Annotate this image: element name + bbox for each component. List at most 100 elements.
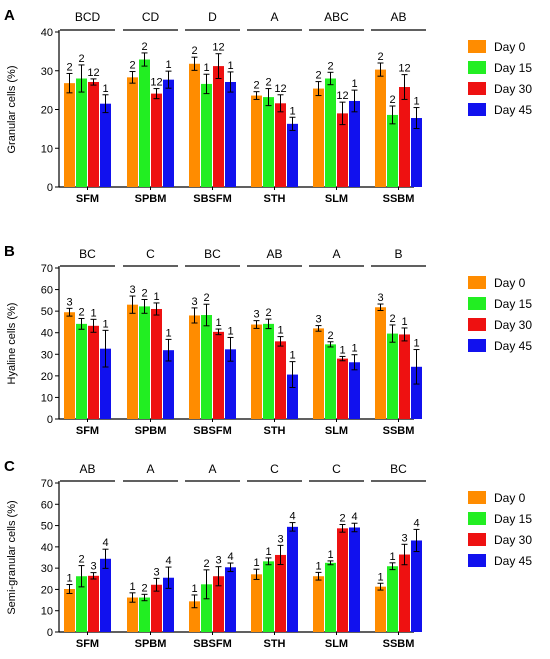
- bar-day-0: [127, 304, 138, 419]
- bar-significance-label: 2: [389, 313, 395, 325]
- bar-day-15: [387, 333, 398, 419]
- legend-label: Day 30: [494, 318, 532, 332]
- bar-day-45: [287, 526, 298, 632]
- legend-swatch: [468, 491, 486, 504]
- group-letter: AB: [79, 462, 95, 476]
- bar-significance-label: 1: [253, 557, 259, 569]
- group-letter: AB: [266, 247, 282, 261]
- bar-day-30: [213, 576, 224, 632]
- bar-significance-label: 3: [153, 566, 159, 578]
- bar-significance-label: 1: [165, 327, 171, 339]
- legend-label: Day 15: [494, 61, 532, 75]
- group-letter: BCD: [75, 10, 101, 24]
- bar-day-45: [349, 527, 360, 632]
- bar-day-45: [225, 567, 236, 632]
- bar-significance-label: 1: [215, 317, 221, 329]
- bar-day-0: [189, 63, 200, 187]
- bar-significance-label: 4: [227, 551, 233, 563]
- bar-day-15: [76, 78, 87, 187]
- bar-significance-label: 2: [129, 60, 135, 72]
- x-tick-label: SSBM: [383, 425, 415, 437]
- legend-label: Day 15: [494, 297, 532, 311]
- bar-day-45: [163, 350, 174, 419]
- bar-significance-label: 3: [215, 555, 221, 567]
- bar-significance-label: 1: [389, 551, 395, 563]
- group-letter: C: [146, 247, 155, 261]
- bar-significance-label: 1: [227, 60, 233, 72]
- bar-day-15: [139, 597, 150, 632]
- bar-day-30: [337, 358, 348, 419]
- bar-day-15: [76, 576, 87, 632]
- bar-day-30: [213, 66, 224, 187]
- legend-swatch: [468, 40, 486, 53]
- bar-significance-label: 1: [191, 583, 197, 595]
- y-axis-label: Hyaline cells (%): [6, 303, 18, 385]
- bar-significance-label: 2: [265, 307, 271, 319]
- bar-day-30: [151, 93, 162, 187]
- legend-label: Day 15: [494, 512, 532, 526]
- bar-day-45: [100, 103, 111, 187]
- bar-significance-label: 1: [351, 78, 357, 90]
- bar-significance-label: 1: [227, 325, 233, 337]
- bar-significance-label: 1: [203, 62, 209, 74]
- bar-day-45: [349, 362, 360, 419]
- group-letter: BC: [390, 462, 407, 476]
- bar-significance-label: 1: [315, 560, 321, 572]
- group-letter: D: [208, 10, 217, 24]
- bar-significance-label: 1: [351, 343, 357, 355]
- bar-day-15: [387, 566, 398, 632]
- x-tick-label: SLM: [325, 638, 348, 650]
- bar-significance-label: 2: [66, 61, 72, 73]
- bar-significance-label: 1: [153, 291, 159, 303]
- group-letter: A: [270, 10, 278, 24]
- bar-significance-label: 2: [327, 330, 333, 342]
- bar-significance-label: 1: [102, 318, 108, 330]
- y-tick-label: 70: [41, 478, 53, 490]
- bar-day-0: [189, 601, 200, 632]
- y-tick-label: 10: [41, 606, 53, 618]
- bar-significance-label: 12: [398, 63, 410, 75]
- bar-significance-label: 4: [351, 511, 357, 523]
- bar-day-15: [325, 344, 336, 419]
- bar-significance-label: 1: [289, 105, 295, 117]
- bar-day-15: [387, 114, 398, 187]
- bar-day-45: [411, 540, 422, 632]
- bar-significance-label: 2: [141, 287, 147, 299]
- bar-day-15: [139, 306, 150, 419]
- x-tick-label: STH: [264, 425, 286, 437]
- bar-significance-label: 4: [165, 555, 171, 567]
- x-tick-label: SSBM: [383, 638, 415, 650]
- group-letter: A: [332, 247, 340, 261]
- legend-swatch: [468, 339, 486, 352]
- group-letter: B: [394, 247, 402, 261]
- bar-significance-label: 1: [401, 316, 407, 328]
- bar-day-45: [100, 348, 111, 419]
- y-tick-label: 30: [41, 349, 53, 361]
- legend-swatch: [468, 318, 486, 331]
- y-tick-label: 30: [41, 563, 53, 575]
- bar-significance-label: 1: [165, 59, 171, 71]
- y-tick-label: 10: [41, 143, 53, 155]
- bar-day-0: [127, 77, 138, 187]
- bar-day-0: [251, 574, 262, 632]
- legend-label: Day 0: [494, 491, 526, 505]
- bar-day-15: [76, 323, 87, 419]
- bar-significance-label: 2: [339, 513, 345, 525]
- panel-label: C: [4, 458, 15, 475]
- bar-day-0: [64, 312, 75, 419]
- bar-day-45: [163, 577, 174, 632]
- y-tick-label: 70: [41, 263, 53, 275]
- bar-day-15: [201, 584, 212, 632]
- bar-significance-label: 2: [203, 558, 209, 570]
- bar-significance-label: 2: [327, 60, 333, 72]
- bar-day-30: [151, 308, 162, 419]
- bar-significance-label: 1: [413, 96, 419, 108]
- bar-significance-label: 3: [90, 561, 96, 573]
- bar-day-30: [275, 103, 286, 187]
- bar-significance-label: 3: [315, 314, 321, 326]
- panel-c: C Semi-granular cells (%) 0 10 20 30 40 50 60 70 S…: [4, 458, 532, 650]
- bar-day-15: [201, 83, 212, 187]
